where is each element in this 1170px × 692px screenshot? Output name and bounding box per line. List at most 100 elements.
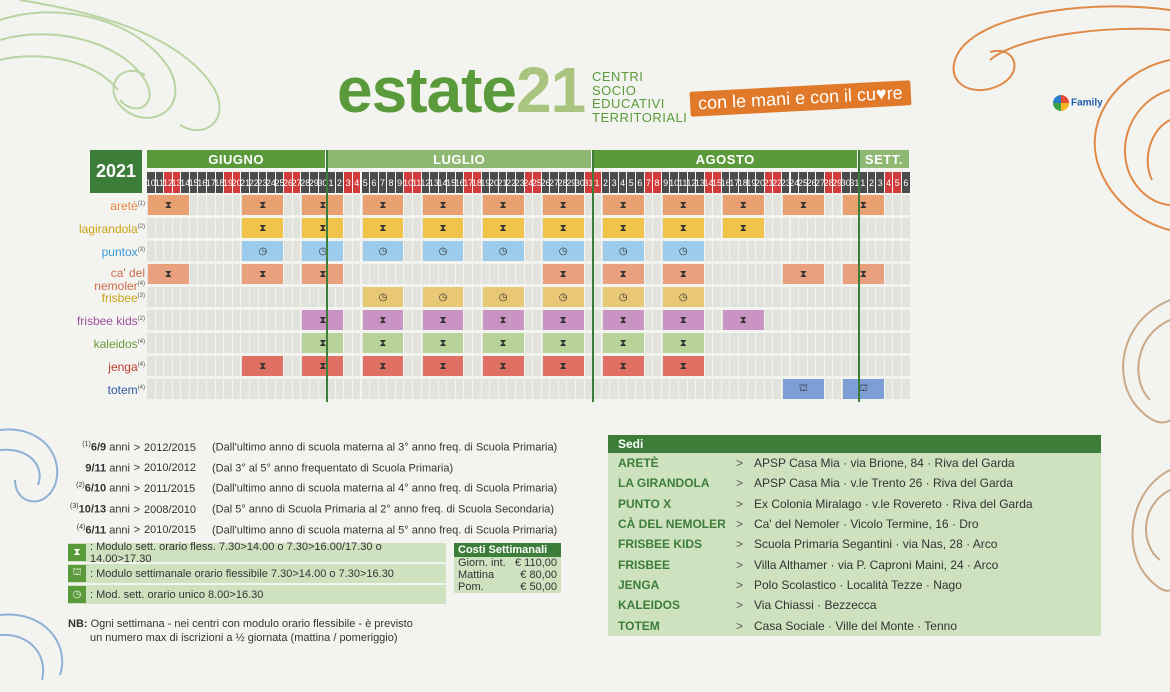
day-cell: 17 bbox=[463, 172, 473, 193]
day-cell: 13 bbox=[695, 172, 705, 193]
grid-cell bbox=[181, 241, 190, 261]
day-cell: 24 bbox=[789, 172, 799, 193]
week-slot: ⧗ bbox=[482, 356, 524, 376]
module-legend: ⧗: Modulo sett. orario fless. 7.30>14.00… bbox=[68, 541, 446, 606]
cost-value: € 50,00 bbox=[520, 581, 557, 593]
location-name: JENGA bbox=[618, 577, 660, 592]
grid-cell bbox=[310, 287, 319, 307]
row-label-jenga: jenga(4) bbox=[60, 360, 145, 373]
grid-cell bbox=[267, 379, 276, 399]
grid-cell bbox=[884, 379, 894, 399]
birth-years: 2008/2010 bbox=[144, 503, 196, 516]
day-cell: 22 bbox=[772, 172, 782, 193]
grid-cell bbox=[172, 333, 182, 353]
grid-cell bbox=[593, 287, 602, 307]
separator: > bbox=[133, 441, 141, 454]
grid-cell bbox=[284, 310, 293, 330]
grid-cell bbox=[473, 218, 482, 238]
grid-cell bbox=[756, 287, 765, 307]
grid-cell bbox=[524, 333, 534, 353]
day-cell: 16 bbox=[197, 172, 207, 193]
week-slot: ⧗ bbox=[302, 264, 344, 284]
location-name: FRISBEE bbox=[618, 557, 671, 572]
grid-cell bbox=[713, 333, 722, 353]
day-cell: 26 bbox=[806, 172, 816, 193]
footnote-ref: (1) bbox=[82, 441, 91, 448]
day-cell: 21 bbox=[764, 172, 774, 193]
grid-cell bbox=[473, 241, 482, 261]
grid-cell bbox=[464, 218, 474, 238]
grid-cell bbox=[404, 310, 413, 330]
week-slot: ⧗ bbox=[722, 218, 764, 238]
grid-cell bbox=[884, 333, 894, 353]
grid-cell bbox=[902, 310, 911, 330]
row-label-totem: totem(4) bbox=[60, 383, 145, 396]
day-cell: 27 bbox=[815, 172, 825, 193]
day-cell: 28 bbox=[558, 172, 568, 193]
grid-cell bbox=[773, 379, 782, 399]
grid-cell bbox=[773, 264, 782, 284]
grid-cell bbox=[533, 379, 542, 399]
week-slot: ◷ bbox=[302, 241, 344, 261]
grid-cell bbox=[799, 310, 808, 330]
grid-cell bbox=[232, 379, 242, 399]
week-slot: ⧗ bbox=[302, 195, 344, 215]
grid-cell bbox=[601, 379, 611, 399]
grid-cell bbox=[704, 310, 714, 330]
grid-cell bbox=[739, 379, 748, 399]
grid-cell bbox=[824, 241, 834, 261]
row-label-kaleidos: kaleidos(4) bbox=[60, 337, 145, 350]
week-slot: ⧗ bbox=[242, 264, 284, 284]
grid-cell bbox=[249, 333, 259, 353]
grid-cell bbox=[644, 379, 654, 399]
grid-cell bbox=[713, 264, 722, 284]
grid-cell bbox=[198, 241, 208, 261]
grid-cell bbox=[352, 287, 362, 307]
age-row: (4)6/11 anni >2010/2015 (Dall'ultimo anno … bbox=[68, 519, 557, 540]
location-name: ARETÈ bbox=[618, 456, 659, 471]
grid-cell bbox=[893, 241, 903, 261]
cost-label: Giorn. int. bbox=[458, 557, 506, 569]
day-cell: 27 bbox=[549, 172, 559, 193]
row-label-lagirandola: lagirandola(2) bbox=[60, 222, 145, 235]
grid-cell bbox=[756, 264, 765, 284]
age-unit: anni bbox=[106, 482, 130, 495]
day-cell: 2 bbox=[867, 172, 877, 193]
grid-cell bbox=[361, 264, 371, 284]
week-slot: ⧗ bbox=[362, 218, 404, 238]
grid-cell bbox=[215, 333, 225, 353]
day-cell: 9 bbox=[661, 172, 671, 193]
grid-cell bbox=[824, 195, 834, 215]
location-row: LA GIRANDOLA > APSP Casa Mia · v.le Trento… bbox=[608, 473, 1101, 493]
birth-years: 2012/2015 bbox=[144, 441, 196, 454]
age-range: (2)6/10 anni bbox=[68, 477, 130, 498]
grid-cell bbox=[593, 264, 602, 284]
program-name: kaleidos bbox=[93, 337, 138, 351]
cost-value: € 80,00 bbox=[520, 569, 557, 581]
grid-cell bbox=[704, 195, 714, 215]
location-row: CÀ DEL NEMOLER > Ca' del Nemoler · Vicolo … bbox=[608, 514, 1101, 534]
grid-cell bbox=[507, 264, 516, 284]
day-cell: 11 bbox=[412, 172, 422, 193]
grid-cell bbox=[653, 195, 662, 215]
grid-cell bbox=[902, 356, 911, 376]
grid-cell bbox=[876, 287, 885, 307]
grid-cell bbox=[335, 287, 345, 307]
day-cell: 25 bbox=[798, 172, 808, 193]
week-slot: ⧗ bbox=[422, 195, 464, 215]
grid-cell bbox=[790, 310, 800, 330]
grid-cell bbox=[756, 333, 765, 353]
week-slot: ⧗ bbox=[602, 218, 644, 238]
grid-cell bbox=[172, 310, 182, 330]
month-header-agosto: AGOSTO bbox=[593, 150, 858, 168]
cost-label: Mattina bbox=[458, 569, 495, 581]
grid-cell bbox=[172, 379, 182, 399]
grid-cell bbox=[404, 356, 413, 376]
grid-cell bbox=[884, 241, 894, 261]
day-cell: 5 bbox=[361, 172, 371, 193]
week-slot: ⧗ bbox=[542, 356, 584, 376]
grid-cell bbox=[198, 379, 208, 399]
grid-cell bbox=[292, 287, 302, 307]
note-line-1: Ogni settimana - nei centri con modulo o… bbox=[90, 618, 413, 630]
week-slot: ⧗ bbox=[602, 195, 644, 215]
